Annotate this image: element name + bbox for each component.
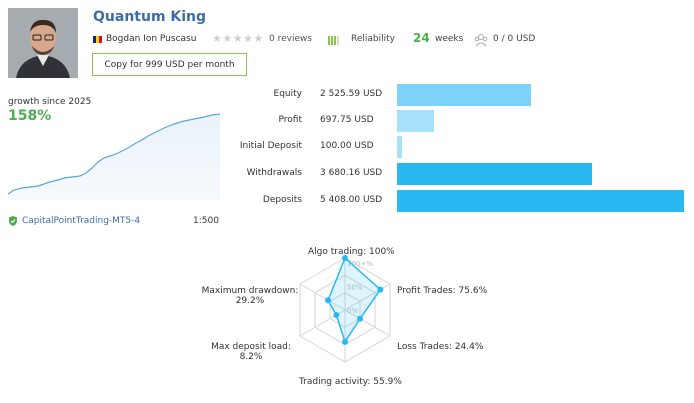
verified-check-icon bbox=[8, 216, 18, 226]
reliability-icon bbox=[328, 36, 339, 45]
stat-label-1: Profit bbox=[278, 115, 302, 125]
radar-label-max-deposit-load-title: Max deposit load: bbox=[211, 342, 291, 352]
reviews-count[interactable]: 0 reviews bbox=[269, 34, 313, 44]
radar-ring-label-1: 50% bbox=[347, 283, 363, 291]
weeks-count: 24 bbox=[413, 31, 430, 45]
reliability-label: Reliability bbox=[351, 34, 395, 44]
author-name[interactable]: Bogdan Ion Puscasu bbox=[106, 34, 197, 44]
subscribers-icon bbox=[474, 33, 488, 50]
stat-bar-4 bbox=[397, 190, 684, 212]
stat-bar-1 bbox=[397, 110, 434, 132]
radar-point-2 bbox=[357, 315, 364, 322]
radar-label-algo-trading: Algo trading: 100% bbox=[308, 247, 395, 257]
growth-label: growth since 2025 bbox=[8, 97, 92, 107]
radar-point-3 bbox=[342, 338, 348, 345]
radar-ring-label-2: 0% bbox=[347, 307, 358, 315]
stat-value-1: 697.75 USD bbox=[320, 115, 374, 125]
radar-point-4 bbox=[333, 311, 340, 318]
radar-label-max-drawdown-title: Maximum drawdown: bbox=[201, 286, 299, 296]
radar-ring-label-0: 100+% bbox=[347, 260, 373, 268]
stat-value-3: 3 680.16 USD bbox=[320, 168, 383, 178]
stat-bar-2 bbox=[397, 136, 402, 158]
radar-point-5 bbox=[325, 297, 332, 304]
radar-axis-2 bbox=[344, 309, 391, 337]
broker-server-link[interactable]: CapitalPointTrading-MT5-4 bbox=[22, 216, 141, 226]
stat-value-2: 100.00 USD bbox=[320, 141, 374, 151]
radar-label-max-drawdown-value: 29.2% bbox=[235, 296, 265, 306]
radar-label-max-deposit-load: Max deposit load: 8.2% bbox=[208, 342, 294, 362]
stat-value-4: 5 408.00 USD bbox=[320, 195, 383, 205]
radar-point-0 bbox=[342, 255, 348, 261]
stat-label-2: Initial Deposit bbox=[239, 141, 302, 151]
growth-value: 158% bbox=[8, 108, 52, 124]
rating-stars-icon: ★★★★★ bbox=[212, 32, 264, 45]
radar-point-1 bbox=[377, 286, 384, 293]
stat-value-0: 2 525.59 USD bbox=[320, 89, 383, 99]
growth-line bbox=[7, 113, 221, 195]
trading-radar-chart: 100+% 50% 0% Algo trading: 100% Profit Tra… bbox=[200, 240, 500, 400]
signal-title[interactable]: Quantum King bbox=[93, 9, 207, 25]
stat-bar-0 bbox=[397, 84, 531, 106]
radar-label-profit-trades: Profit Trades: 75.6% bbox=[397, 286, 488, 296]
radar-label-trading-activity: Trading activity: 55.9% bbox=[299, 377, 402, 387]
growth-chart[interactable] bbox=[7, 110, 221, 200]
growth-area bbox=[8, 114, 220, 200]
weeks-label: weeks bbox=[435, 34, 464, 44]
stat-label-0: Equity bbox=[273, 89, 302, 99]
radar-label-max-deposit-load-value: 8.2% bbox=[239, 352, 263, 362]
radar-axis-5 bbox=[299, 283, 346, 311]
stat-label-3: Withdrawals bbox=[246, 168, 302, 178]
leverage-value: 1:500 bbox=[193, 216, 219, 226]
stat-bar-3 bbox=[397, 163, 592, 185]
radar-label-loss-trades: Loss Trades: 24.4% bbox=[397, 342, 484, 352]
stat-label-4: Deposits bbox=[262, 195, 302, 205]
copy-subscription-button[interactable]: Copy for 999 USD per month bbox=[92, 53, 247, 76]
romania-flag-icon bbox=[93, 36, 102, 43]
subscribers-value: 0 / 0 USD bbox=[493, 34, 536, 44]
radar-label-max-drawdown: Maximum drawdown: 29.2% bbox=[200, 286, 300, 306]
author-avatar[interactable] bbox=[8, 8, 78, 78]
